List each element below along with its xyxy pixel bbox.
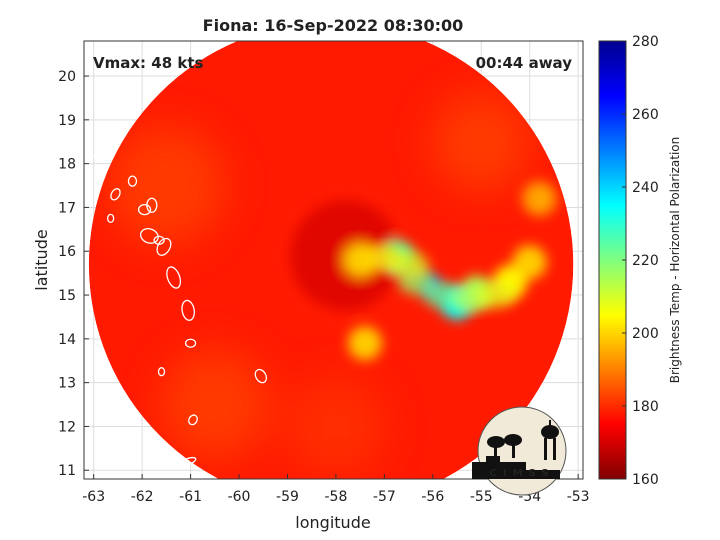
y-tick-label: 17 [58,200,76,216]
colorbar-tick-label: 160 [632,472,659,488]
y-tick-label: 14 [58,332,76,348]
island-outline [137,203,152,216]
rainband-segment [364,244,405,271]
x-axis-label: longitude [295,513,370,532]
x-tick-label: -57 [373,489,396,505]
x-tick-label: -53 [567,489,590,505]
x-tick-label: -60 [228,489,251,505]
island-coastlines [84,154,268,467]
island-outline [179,456,197,467]
colorbar-tick-label: 240 [632,180,659,196]
x-tick-label: -59 [276,489,299,505]
y-tick-label: 13 [58,376,76,392]
x-tick-label: -62 [131,489,154,505]
x-tick-label: -63 [82,489,105,505]
colorbar-tick-label: 260 [632,107,659,123]
colorbar-gradient [598,40,627,480]
island-outline [110,188,121,201]
x-tick-label: -55 [470,489,493,505]
plot-frame [83,40,584,480]
rainband-cell [522,181,557,216]
vmax-annotation: Vmax: 48 kts [93,54,203,72]
island-outline [184,338,197,348]
island-outline [153,235,165,245]
time-offset-annotation: 00:44 away [476,54,573,72]
y-tick-label: 20 [58,69,76,85]
texture-patch [431,91,532,192]
island-outline [146,197,158,213]
island-outline [157,367,166,377]
y-axis: 11 12 13 14 15 16 17 18 19 20 [58,69,89,479]
island-outline [166,266,182,289]
microwave-swath [88,41,574,479]
colorbar-tick-label: 280 [632,34,659,50]
y-tick-label: 18 [58,157,76,173]
rainband-cell [347,326,382,361]
texture-patch [106,125,227,246]
y-tick-label: 16 [58,244,76,260]
x-tick-label: -58 [324,489,347,505]
y-tick-label: 15 [58,288,76,304]
colorbar-tick-label: 200 [632,326,659,342]
y-tick-label: 19 [58,113,76,129]
island-outline [188,414,198,426]
island-outline [84,154,95,160]
y-tick-label: 12 [58,419,76,435]
colorbar-label: Brightness Temp - Horizontal Polarizatio… [668,137,682,384]
y-axis-label: latitude [32,229,51,290]
colorbar-tick-label: 220 [632,253,659,269]
cimss-logo: CIMSS [472,406,567,496]
chart-title: Fiona: 16-Sep-2022 08:30:00 [203,16,464,35]
rainband-cell [512,245,547,280]
x-axis: -63 -62 -61 -60 -59 -58 -57 -56 -55 -54 -53 [82,474,590,505]
cimss-logo-text: CIMSS [490,468,555,479]
island-outline [181,299,195,321]
island-outline [254,368,268,384]
y-tick-label: 11 [58,463,76,479]
island-outline [106,213,115,224]
colorbar-tick-label: 180 [632,399,659,415]
colorbar: 160 180 200 220 240 260 280 Brightness Temp - … [598,34,682,488]
x-tick-label: -61 [179,489,202,505]
texture-patch [159,349,270,460]
island-outline [127,175,138,187]
island-outline [139,227,159,244]
x-tick-label: -56 [421,489,444,505]
texture-patch [285,376,386,477]
rainband-segment [475,282,516,309]
